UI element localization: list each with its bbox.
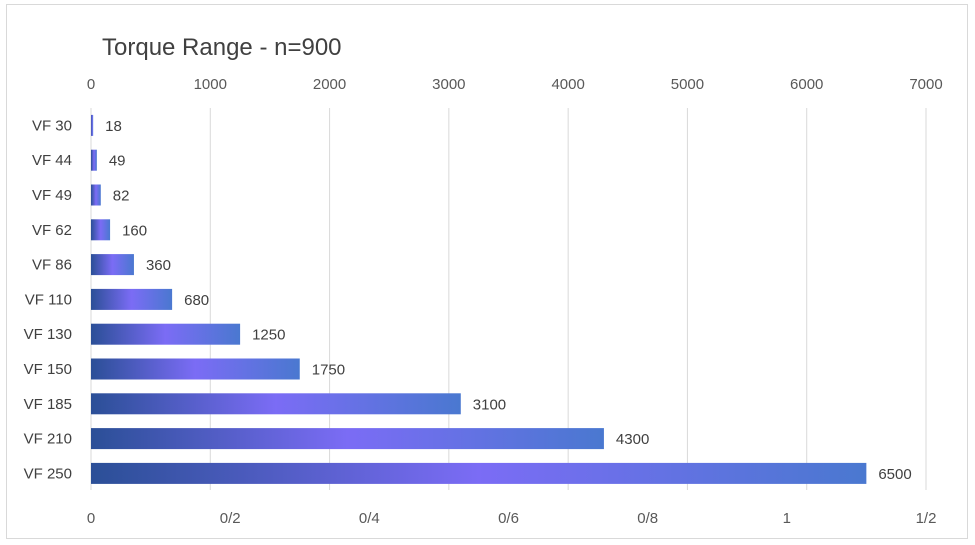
bar xyxy=(91,358,300,380)
bottom-axis-tick-label: 1 xyxy=(783,510,791,527)
bottom-axis-tick-label: 0/8 xyxy=(637,510,658,527)
bars xyxy=(91,114,867,484)
category-label: VF 185 xyxy=(24,396,72,413)
bar xyxy=(91,393,461,415)
grid-lines xyxy=(90,108,927,490)
data-label: 82 xyxy=(113,188,130,205)
category-axis: VF 30 VF 44 VF 49 VF 62 VF 86 VF 110 VF 130 VF … xyxy=(24,117,72,482)
category-label: VF 150 xyxy=(24,361,72,378)
category-label: VF 250 xyxy=(24,465,72,482)
bottom-axis-tick-label: 0 xyxy=(87,510,95,527)
bar xyxy=(91,462,867,484)
category-label: VF 49 xyxy=(32,187,72,204)
bar xyxy=(91,149,97,171)
category-label: VF 110 xyxy=(25,291,72,308)
bar xyxy=(91,219,111,241)
data-label: 4300 xyxy=(616,431,649,448)
bar xyxy=(91,288,173,310)
data-label: 6500 xyxy=(878,466,911,483)
data-label: 160 xyxy=(122,222,147,239)
data-label: 18 xyxy=(105,118,122,135)
top-axis-tick-label: 2000 xyxy=(313,76,346,93)
bar xyxy=(91,323,241,345)
bottom-axis-tick-label: 0/4 xyxy=(359,510,380,527)
chart-title: Torque Range - n=900 xyxy=(102,34,342,61)
bar xyxy=(91,114,94,136)
top-axis-tick-label: 6000 xyxy=(790,76,823,93)
data-label: 1250 xyxy=(252,327,285,344)
top-axis-tick-label: 5000 xyxy=(671,76,704,93)
chart-frame xyxy=(6,4,968,539)
category-label: VF 30 xyxy=(32,117,72,134)
data-label: 1750 xyxy=(312,362,345,379)
top-axis-tick-label: 3000 xyxy=(432,76,465,93)
bar xyxy=(91,428,604,450)
category-label: VF 62 xyxy=(32,222,72,239)
bottom-axis-tick-label: 0/6 xyxy=(498,510,519,527)
top-axis-tick-label: 0 xyxy=(87,76,95,93)
bar xyxy=(91,184,101,206)
data-labels: 18 49 82 160 360 680 1250 1750 3100 4300 6500 xyxy=(105,118,912,483)
top-axis: 0 1000 2000 3000 4000 5000 6000 7000 xyxy=(87,76,943,93)
bar xyxy=(91,254,134,276)
category-label: VF 130 xyxy=(24,326,72,343)
category-label: VF 44 xyxy=(32,152,72,169)
bottom-axis: 0 0/2 0/4 0/6 0/8 1 1/2 xyxy=(87,510,937,527)
bottom-axis-tick-label: 1/2 xyxy=(916,510,937,527)
category-label: VF 210 xyxy=(24,431,72,448)
data-label: 680 xyxy=(184,292,209,309)
top-axis-tick-label: 1000 xyxy=(194,76,227,93)
data-label: 360 xyxy=(146,257,171,274)
bottom-axis-tick-label: 0/2 xyxy=(220,510,241,527)
top-axis-tick-label: 7000 xyxy=(909,76,942,93)
data-label: 49 xyxy=(109,153,126,170)
top-axis-tick-label: 4000 xyxy=(551,76,584,93)
category-label: VF 86 xyxy=(32,257,72,274)
data-label: 3100 xyxy=(473,396,506,413)
